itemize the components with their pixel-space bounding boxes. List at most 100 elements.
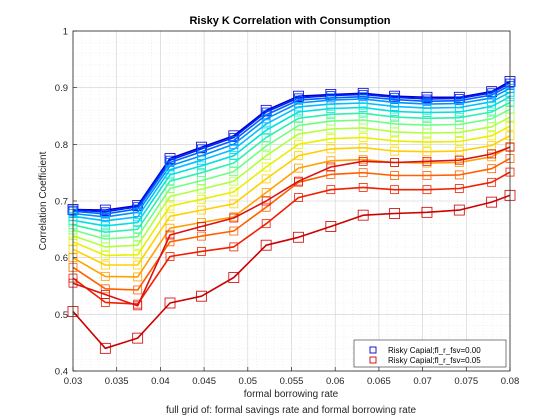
series-12-point — [326, 169, 336, 179]
series-13-point — [229, 242, 239, 252]
series-7-point — [229, 167, 239, 176]
series-line-1 — [72, 82, 511, 213]
series-4-point — [100, 216, 110, 226]
series-14-point — [454, 155, 464, 165]
series-15-point — [196, 290, 207, 302]
series-7-point — [294, 121, 303, 131]
series-6-point — [326, 109, 336, 119]
series-9-point — [422, 137, 432, 147]
series-3-point — [261, 114, 271, 124]
series-12-point — [165, 237, 175, 247]
series-4-point — [261, 119, 271, 129]
legend-entry-0: Risky Capial;fl_r_fsv=0.00 — [388, 346, 481, 355]
series-13 — [68, 167, 515, 309]
series-5-point — [100, 221, 110, 231]
series-8-point — [197, 184, 206, 194]
x-tick-label: 0.045 — [192, 376, 216, 387]
series-12 — [68, 154, 515, 295]
series-8-point — [165, 192, 175, 201]
series-8-point — [358, 123, 368, 133]
series-0-point — [293, 90, 304, 102]
series-10-point — [487, 141, 497, 150]
series-line-5 — [72, 95, 511, 227]
series-15-point — [389, 208, 401, 219]
legend-marker-0 — [369, 346, 377, 354]
series-line-2 — [72, 84, 511, 215]
series-10-point — [165, 211, 175, 221]
series-13-point — [294, 193, 303, 203]
x-tick-label: 0.07 — [413, 376, 432, 387]
series-10-point — [261, 174, 271, 184]
series-12-point — [197, 231, 206, 241]
series-5-point — [487, 101, 497, 111]
x-tick-label: 0.06 — [326, 376, 345, 387]
series-9-point — [390, 136, 400, 146]
series-15-point — [453, 204, 465, 216]
series-14-point — [422, 156, 432, 166]
series-10-point — [454, 146, 464, 156]
series-12-point — [133, 285, 143, 295]
series-15-point — [325, 221, 337, 232]
series-10-point — [390, 146, 400, 156]
y-tick-label: 0.5 — [55, 310, 68, 321]
y-axis-label: Correlation Coefficient — [38, 151, 49, 250]
series-14-point — [229, 213, 239, 223]
series-10-point — [358, 143, 368, 153]
series-4-point — [197, 155, 206, 165]
series-13-point — [487, 177, 497, 187]
series-11-point — [261, 188, 271, 197]
series-line-7 — [72, 108, 511, 240]
series-15-point — [293, 231, 304, 243]
series-15-point — [260, 239, 272, 251]
legend-box — [353, 339, 507, 368]
series-5-point — [294, 107, 303, 117]
series-5-point — [358, 103, 368, 112]
series-0-point — [421, 91, 433, 103]
series-line-12 — [72, 157, 511, 291]
series-14-point — [294, 176, 303, 186]
series-15-point — [486, 196, 498, 208]
series-6-point — [165, 176, 175, 186]
y-tick-label: 0.7 — [55, 197, 68, 208]
series-6-point — [261, 133, 271, 142]
y-tick-label: 1 — [63, 27, 68, 38]
series-13-point — [454, 184, 464, 193]
series-11-point — [100, 271, 110, 281]
series-15-point — [132, 332, 144, 344]
series-14-point — [487, 149, 497, 159]
series-6-point — [390, 112, 400, 122]
x-tick-label: 0.05 — [239, 376, 258, 387]
series-14-point — [390, 158, 400, 167]
y-axis-ticks: 0.4 0.5 0.6 0.7 0.8 0.9 1 — [55, 27, 77, 378]
x-tick-label: 0.08 — [501, 376, 520, 387]
series-11-point — [326, 156, 336, 166]
series-10-point — [422, 147, 432, 157]
series-9-point — [487, 131, 497, 141]
series-14-point — [261, 196, 271, 206]
series-8-point — [422, 128, 432, 138]
legend: Risky Capial;fl_r_fsv=0.00 Risky Capial;… — [353, 339, 507, 368]
series-14-point — [133, 301, 143, 311]
series-8-point — [133, 240, 143, 250]
x-axis-label: formal borrowing rate — [244, 389, 339, 400]
series-line-15 — [72, 194, 511, 350]
series-6-point — [487, 107, 497, 117]
x-tick-label: 0.04 — [151, 376, 170, 387]
y-tick-label: 0.6 — [55, 253, 68, 264]
series-line-4 — [72, 91, 511, 222]
series-13-point — [261, 219, 271, 229]
series-6-point — [100, 227, 110, 237]
series-4-point — [229, 145, 239, 154]
series-8-point — [390, 127, 400, 137]
legend-marker-1 — [369, 356, 377, 364]
series-15-point — [164, 297, 176, 309]
series-3-point — [229, 139, 239, 149]
series-5-point — [422, 108, 432, 117]
series-9-point — [454, 137, 464, 146]
series-8-point — [326, 124, 336, 134]
series-9-point — [133, 250, 143, 260]
series-9-point — [358, 133, 368, 142]
series-line-14 — [72, 146, 511, 307]
series-13-point — [390, 185, 400, 195]
